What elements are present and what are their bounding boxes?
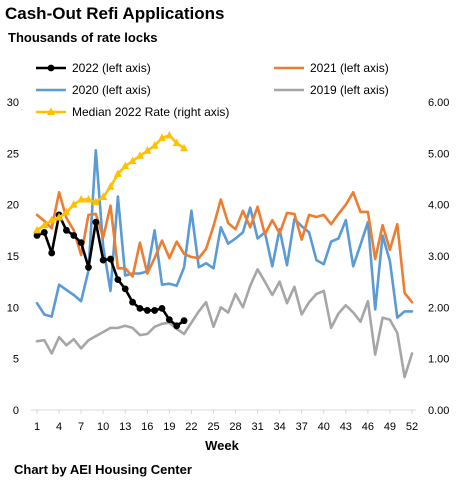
y-left-tick-label: 30 [7, 97, 19, 109]
legend-marker-s2022 [47, 64, 55, 72]
x-tick-label: 40 [318, 421, 330, 433]
x-tick-label: 34 [274, 421, 286, 433]
data-point-s2022 [33, 232, 41, 239]
data-point-s2022 [129, 298, 136, 306]
axes: 0 5 10 15 20 25 30 0.00 1.00 2.00 3.00 4.00 5.00 6.00… [7, 97, 450, 453]
x-tick-label: 4 [56, 421, 62, 433]
chart-title: Cash-Out Refi Applications [5, 4, 225, 23]
legend-label-s2019: 2019 (left axis) [310, 83, 389, 97]
y-left-tick-label: 5 [13, 354, 19, 366]
x-tick-label: 43 [340, 421, 352, 433]
plot-area [33, 130, 414, 379]
y-right-tick-label: 2.00 [428, 302, 449, 314]
x-tick-label: 10 [97, 421, 109, 433]
data-point-s2022 [158, 304, 166, 312]
data-point-s2022 [180, 317, 188, 325]
y-left-tick-label: 10 [7, 302, 19, 314]
data-point-s2022 [143, 307, 151, 314]
y-right-tick-label: 5.00 [428, 148, 449, 160]
legend-label-s2022: 2022 (left axis) [72, 61, 151, 75]
data-point-rate [91, 197, 100, 206]
y-right-tick-label: 0.00 [428, 405, 449, 417]
data-point-s2022 [173, 322, 181, 330]
data-point-s2022 [99, 256, 107, 264]
y-left-tick-label: 15 [7, 251, 19, 263]
legend-marker-rate [47, 107, 55, 115]
data-point-rate [77, 195, 86, 203]
data-point-rate [113, 169, 122, 177]
data-point-s2022 [114, 276, 122, 284]
data-point-s2022 [70, 232, 78, 239]
data-point-s2022 [165, 316, 173, 324]
x-tick-label: 37 [296, 421, 308, 433]
data-point-rate [47, 215, 56, 224]
data-point-rate [55, 213, 64, 221]
y-right-tick-label: 6.00 [428, 97, 449, 109]
data-point-rate [158, 133, 166, 141]
x-tick-label: 52 [406, 421, 418, 433]
data-point-rate [172, 138, 181, 147]
data-point-rate [143, 146, 152, 154]
x-tick-label: 7 [78, 421, 84, 433]
x-tick-label: 16 [141, 421, 153, 433]
y-left-tick-label: 20 [7, 200, 19, 212]
chart-subtitle: Thousands of rate locks [8, 30, 158, 45]
data-point-rate [62, 207, 71, 216]
data-point-rate [40, 220, 49, 229]
legend-label-s2021: 2021 (left axis) [310, 61, 389, 75]
y-right-tick-label: 1.00 [428, 354, 449, 366]
legend: 2022 (left axis) 2021 (left axis) 2020 (le… [36, 61, 389, 119]
data-point-rate [128, 156, 137, 165]
y-left-tick-label: 25 [7, 148, 19, 160]
series-line-s2019 [35, 267, 414, 379]
data-point-s2022 [77, 239, 85, 247]
data-point-s2022 [48, 249, 56, 257]
y-left-tick-label: 0 [13, 405, 19, 417]
data-point-s2022 [151, 307, 159, 314]
x-tick-label: 31 [251, 421, 263, 433]
x-tick-label: 22 [185, 421, 197, 433]
data-point-rate [121, 161, 130, 170]
data-point-s2022 [107, 255, 114, 263]
data-point-s2022 [40, 228, 48, 236]
y-right-tick-label: 4.00 [428, 200, 449, 212]
legend-label-s2020: 2020 (left axis) [72, 83, 151, 97]
data-point-rate [99, 192, 108, 200]
x-tick-label: 46 [362, 421, 374, 433]
data-point-s2022 [63, 226, 70, 234]
data-point-rate [84, 195, 93, 203]
x-tick-label: 1 [34, 421, 40, 433]
legend-label-rate: Median 2022 Rate (right axis) [72, 105, 229, 119]
data-point-rate [180, 143, 189, 152]
data-point-s2022 [92, 218, 100, 226]
x-tick-label: 49 [384, 421, 396, 433]
series-line-s2021 [35, 191, 414, 304]
data-point-rate [33, 225, 41, 234]
data-point-rate [150, 141, 159, 149]
x-tick-label: 19 [163, 421, 175, 433]
x-axis-title: Week [205, 438, 239, 453]
data-point-rate [165, 130, 174, 139]
data-point-rate [106, 182, 115, 190]
x-tick-label: 25 [207, 421, 219, 433]
x-tick-label: 28 [229, 421, 241, 433]
data-point-s2022 [121, 285, 129, 293]
y-right-tick-label: 3.00 [428, 251, 449, 263]
data-point-s2022 [85, 263, 92, 271]
chart-credit: Chart by AEI Housing Center [14, 462, 192, 477]
data-point-s2022 [136, 304, 144, 312]
x-tick-label: 13 [119, 421, 131, 433]
data-point-rate [135, 151, 144, 159]
data-point-rate [69, 200, 78, 208]
